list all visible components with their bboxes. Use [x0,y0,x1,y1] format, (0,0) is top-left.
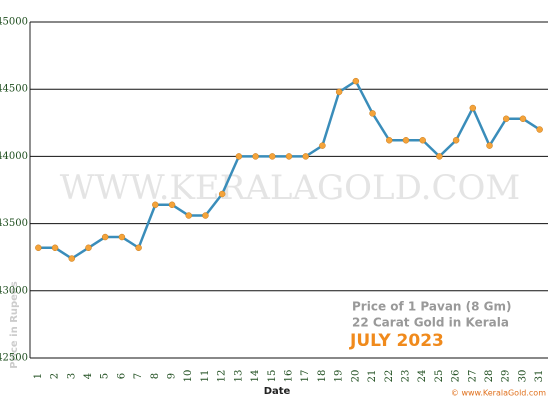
point [185,212,192,219]
x-tick-label: 20 [350,370,361,383]
point [469,104,477,112]
x-tick-label: 22 [384,370,395,383]
point [235,153,243,160]
x-tick-label: 14 [250,370,261,383]
x-tick-label: 16 [284,370,295,383]
point [51,244,59,252]
point [502,115,510,123]
point [101,233,109,241]
point [152,201,159,209]
x-tick-label: 23 [400,370,411,383]
y-tick-label: 45000 [0,17,28,28]
x-tick-label: 31 [534,370,545,383]
x-tick-label: 13 [233,370,244,383]
point [335,88,343,96]
point [218,190,226,198]
caption-month: JULY 2023 [349,331,444,351]
x-tick-label: 21 [367,370,378,383]
x-tick-label: 29 [501,370,512,383]
point [135,244,142,252]
point [436,153,443,160]
point [319,142,326,149]
point [68,255,76,262]
point [85,244,92,252]
x-tick-label: 17 [300,370,311,383]
x-tick-label: 4 [83,373,94,379]
caption: Price of 1 Pavan (8 Gm) [352,300,512,314]
point [35,244,42,252]
point [352,77,360,85]
point [252,153,259,160]
y-tick-label: 43000 [0,285,28,296]
point [486,142,493,149]
x-tick-label: 11 [200,370,211,383]
x-tick-label: 27 [467,370,478,383]
x-tick-label: 18 [317,370,328,383]
point [369,110,376,117]
y-tick-label: 43500 [0,218,28,229]
point [386,137,393,144]
point [302,153,309,160]
y-tick-label: 44500 [0,84,28,95]
x-tick-label: 6 [116,373,127,379]
x-tick-label: 12 [217,370,228,383]
point [118,233,126,241]
x-tick-label: 5 [100,373,111,379]
point [202,212,209,219]
y-axis-label: Price in Rupees [9,281,20,368]
point [168,201,176,209]
x-tick-label: 1 [33,373,44,379]
caption: 22 Carat Gold in Kerala [352,316,509,330]
x-tick-label: 15 [267,370,278,383]
point [285,153,293,160]
point [452,137,460,144]
point [402,137,410,144]
x-tick-label: 25 [434,370,445,383]
x-tick-label: 10 [183,370,194,383]
x-tick-label: 26 [451,370,462,383]
x-tick-label: 30 [517,370,528,383]
x-tick-label: 9 [167,373,178,379]
x-tick-label: 19 [334,370,345,383]
x-tick-label: 3 [66,373,77,379]
x-tick-label: 8 [150,373,161,379]
watermark: WWW.KERALAGOLD.COM [60,168,520,208]
x-tick-label: 7 [133,373,144,379]
x-axis-label: Date [264,386,291,397]
x-tick-label: 24 [417,370,428,383]
x-tick-label: 2 [50,373,61,379]
x-tick-label: 28 [484,370,495,383]
point [519,115,527,123]
y-tick-label: 42500 [0,353,28,364]
point [536,126,543,133]
y-tick-label: 44000 [0,151,28,162]
point [269,153,276,160]
point [419,137,426,144]
credit: © www.KeralaGold.com [451,389,546,398]
